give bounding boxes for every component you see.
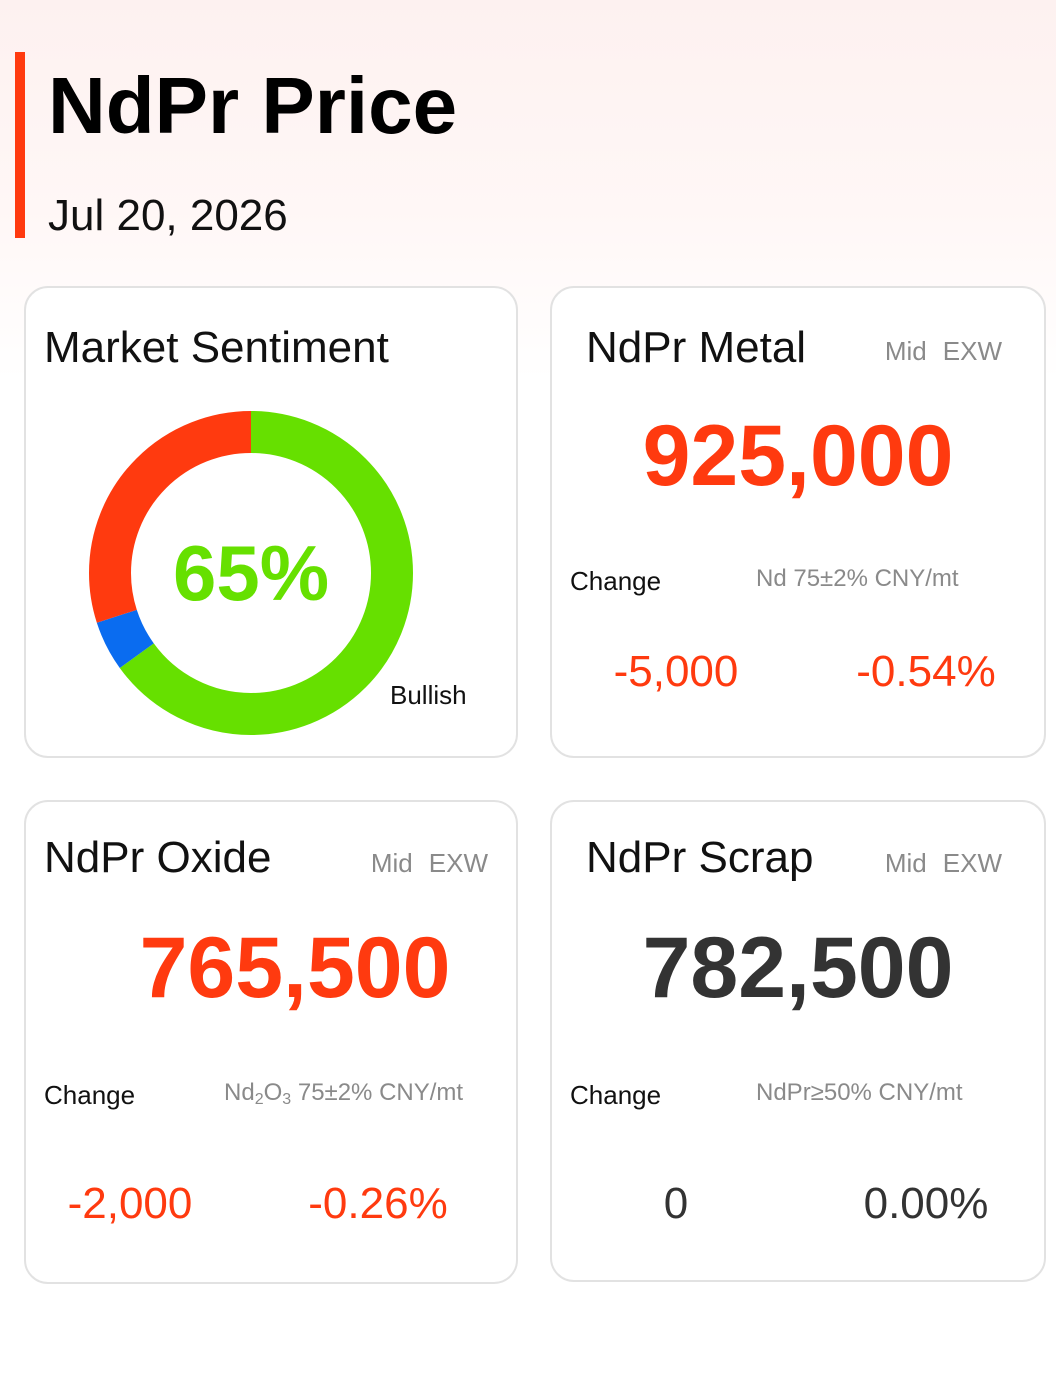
metal-title: NdPr Metal (586, 323, 807, 372)
scrap-price-basis: Mid EXW (885, 848, 1002, 878)
metal-spec: Nd 75±2% CNY/mt (756, 565, 959, 592)
page-date: Jul 20, 2026 (48, 191, 288, 240)
ndpr-metal-card: NdPr Metal Mid EXW 925,000 Change Nd 75±2… (550, 286, 1046, 758)
sentiment-donut-chart (89, 411, 413, 735)
oxide-spec-nd: Nd (224, 1079, 255, 1106)
metal-change-label: Change (570, 566, 662, 596)
oxide-spec-o: O (263, 1079, 283, 1106)
metal-price-basis: Mid EXW (885, 336, 1002, 366)
oxide-exw-label: EXW (428, 848, 488, 878)
scrap-mid-label: Mid (884, 848, 927, 878)
oxide-title: NdPr Oxide (44, 833, 272, 882)
page-title: NdPr Price (48, 61, 458, 150)
sentiment-percent: 65% (172, 529, 330, 617)
scrap-title: NdPr Scrap (586, 833, 814, 882)
donut-segment-bearish (89, 411, 413, 735)
metal-change-pct: -0.54% (856, 647, 996, 696)
oxide-price-basis: Mid EXW (371, 848, 488, 878)
oxide-change-label: Change (44, 1080, 136, 1110)
oxide-mid-label: Mid (370, 848, 413, 878)
oxide-change-abs: -2,000 (67, 1179, 193, 1228)
scrap-spec: NdPr≥50% CNY/mt (756, 1079, 963, 1106)
scrap-change-pct: 0.00% (863, 1179, 989, 1228)
metal-exw-label: EXW (942, 336, 1002, 366)
scrap-change-label: Change (570, 1080, 662, 1110)
sentiment-title: Market Sentiment (44, 323, 389, 372)
market-sentiment-card: Market Sentiment 65% Bullish (24, 286, 518, 758)
oxide-spec: Nd2O3 75±2% CNY/mt (224, 1078, 463, 1108)
title-accent-bar (15, 52, 25, 238)
oxide-change-pct: -0.26% (308, 1179, 448, 1228)
scrap-change-abs: 0 (663, 1179, 689, 1228)
metal-mid-label: Mid (884, 336, 927, 366)
oxide-spec-rest: 75±2% CNY/mt (291, 1079, 464, 1106)
oxide-spec-sub-2: 2 (254, 1091, 264, 1108)
ndpr-scrap-card: NdPr Scrap Mid EXW 782,500 Change NdPr≥50… (550, 800, 1046, 1282)
ndpr-oxide-card: NdPr Oxide Mid EXW 765,500 Change Nd2O3 7… (24, 800, 518, 1284)
sentiment-caption: Bullish (390, 680, 467, 710)
oxide-price: 765,500 (139, 920, 451, 1016)
scrap-exw-label: EXW (942, 848, 1002, 878)
metal-price: 925,000 (642, 408, 954, 504)
oxide-spec-sub-3: 3 (282, 1091, 292, 1108)
scrap-price: 782,500 (642, 920, 954, 1016)
metal-change-abs: -5,000 (613, 647, 739, 696)
